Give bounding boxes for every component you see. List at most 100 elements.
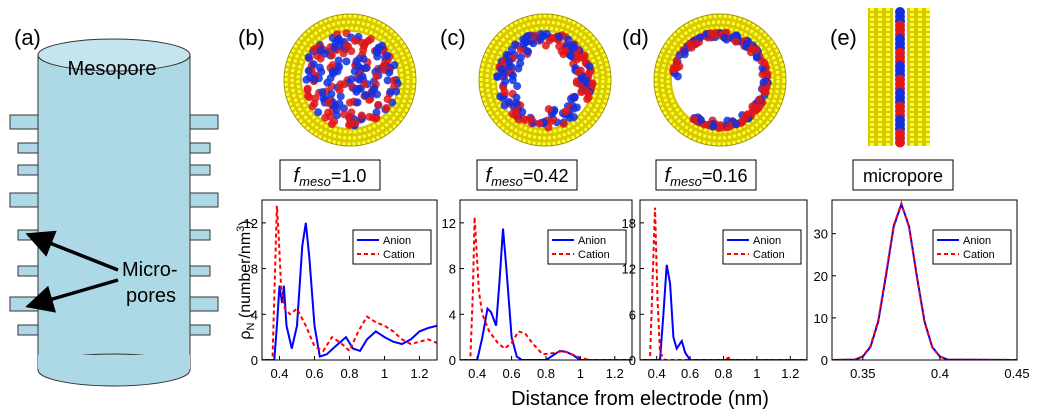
y-tick-label: 8 xyxy=(251,262,258,277)
y-tick-label: 0 xyxy=(251,353,258,368)
ion xyxy=(681,48,689,56)
ion xyxy=(340,49,348,57)
ion xyxy=(690,115,698,123)
ion xyxy=(555,33,563,41)
ion xyxy=(316,64,324,72)
ion xyxy=(560,120,568,128)
ion xyxy=(345,121,353,129)
ion xyxy=(340,110,348,118)
ion xyxy=(316,47,324,55)
ion xyxy=(567,52,575,60)
snapshot-label: micropore xyxy=(863,166,943,186)
ion xyxy=(741,114,749,122)
mesopore-label: Mesopore xyxy=(68,58,157,80)
ion xyxy=(384,95,392,103)
x-tick-label: 0.4 xyxy=(648,366,666,381)
legend-label: Anion xyxy=(753,235,781,247)
ion xyxy=(372,72,380,80)
ion xyxy=(501,88,509,96)
ion xyxy=(333,111,341,119)
ion xyxy=(348,75,356,83)
ion xyxy=(372,115,380,123)
ion xyxy=(674,72,682,80)
ion xyxy=(335,35,343,43)
y-tick-label: 12 xyxy=(622,262,636,277)
x-tick-label: 0.8 xyxy=(537,366,555,381)
subscript: meso xyxy=(491,174,523,189)
ion xyxy=(577,67,585,75)
x-tick-label: 1.2 xyxy=(606,366,624,381)
label-text: =1.0 xyxy=(331,166,367,186)
legend-label: Anion xyxy=(578,235,606,247)
ion xyxy=(336,80,344,88)
ion xyxy=(368,90,376,98)
ion xyxy=(764,70,772,78)
x-tick-label: 0.45 xyxy=(1004,366,1029,381)
x-tick-label: 1 xyxy=(577,366,584,381)
y-tick-label: 20 xyxy=(814,269,828,284)
ion xyxy=(324,99,332,107)
ion xyxy=(305,53,313,61)
ion xyxy=(709,122,717,130)
subscript: meso xyxy=(299,174,331,189)
ion xyxy=(311,75,319,83)
x-tick-label: 0.8 xyxy=(340,366,358,381)
ion xyxy=(505,57,513,65)
micropore-label: Micro- xyxy=(122,259,178,281)
y-tick-label: 30 xyxy=(814,227,828,242)
subscript: meso xyxy=(670,174,702,189)
x-tick-label: 0.6 xyxy=(305,366,323,381)
ylabel-sub: N xyxy=(245,323,257,331)
ion xyxy=(359,55,367,63)
micropores-right xyxy=(190,115,218,335)
x-tick-label: 0.4 xyxy=(931,366,949,381)
ion xyxy=(535,120,543,128)
legend-label: Cation xyxy=(578,249,610,261)
legend-label: Cation xyxy=(383,249,415,261)
panel-label: (a) xyxy=(14,25,41,50)
ion xyxy=(498,65,506,73)
x-tick-label: 0.8 xyxy=(714,366,732,381)
y-tick-label: 18 xyxy=(622,216,636,231)
ion xyxy=(346,99,354,107)
x-tick-label: 0.4 xyxy=(468,366,486,381)
ion xyxy=(305,67,313,75)
figure: Mesopore Micro- pores (a)(b)(c)(d)(e)fme… xyxy=(0,0,1044,414)
y-tick-label: 6 xyxy=(629,307,636,322)
label-text: micropore xyxy=(863,166,943,186)
x-tick-label: 0.6 xyxy=(503,366,521,381)
ion xyxy=(760,59,768,67)
ion xyxy=(493,72,501,80)
ion xyxy=(358,72,366,80)
series-line xyxy=(832,203,1017,360)
ion xyxy=(392,87,400,95)
ion xyxy=(673,57,681,65)
ion xyxy=(555,42,563,50)
x-tick-label: 0.4 xyxy=(270,366,288,381)
ylabel-symbol: ρ xyxy=(237,331,254,340)
y-tick-label: 0 xyxy=(629,353,636,368)
micropore-label: pores xyxy=(126,285,176,307)
x-tick-label: 1.2 xyxy=(410,366,428,381)
ion xyxy=(352,85,360,93)
ion xyxy=(753,53,761,61)
ion xyxy=(354,98,362,106)
ion xyxy=(385,69,393,77)
ion xyxy=(568,44,576,52)
ion xyxy=(578,75,586,83)
ion xyxy=(342,57,350,65)
ion xyxy=(732,120,740,128)
ion xyxy=(570,105,578,113)
legend-label: Anion xyxy=(963,235,991,247)
micropores-left xyxy=(10,115,38,335)
y-tick-label: 12 xyxy=(442,216,456,231)
ion xyxy=(755,103,763,111)
ion xyxy=(511,41,519,49)
x-axis-label: Distance from electrode (nm) xyxy=(511,388,769,410)
series-line xyxy=(640,265,807,360)
ion xyxy=(358,112,366,120)
ion xyxy=(374,101,382,109)
ion xyxy=(380,62,388,70)
